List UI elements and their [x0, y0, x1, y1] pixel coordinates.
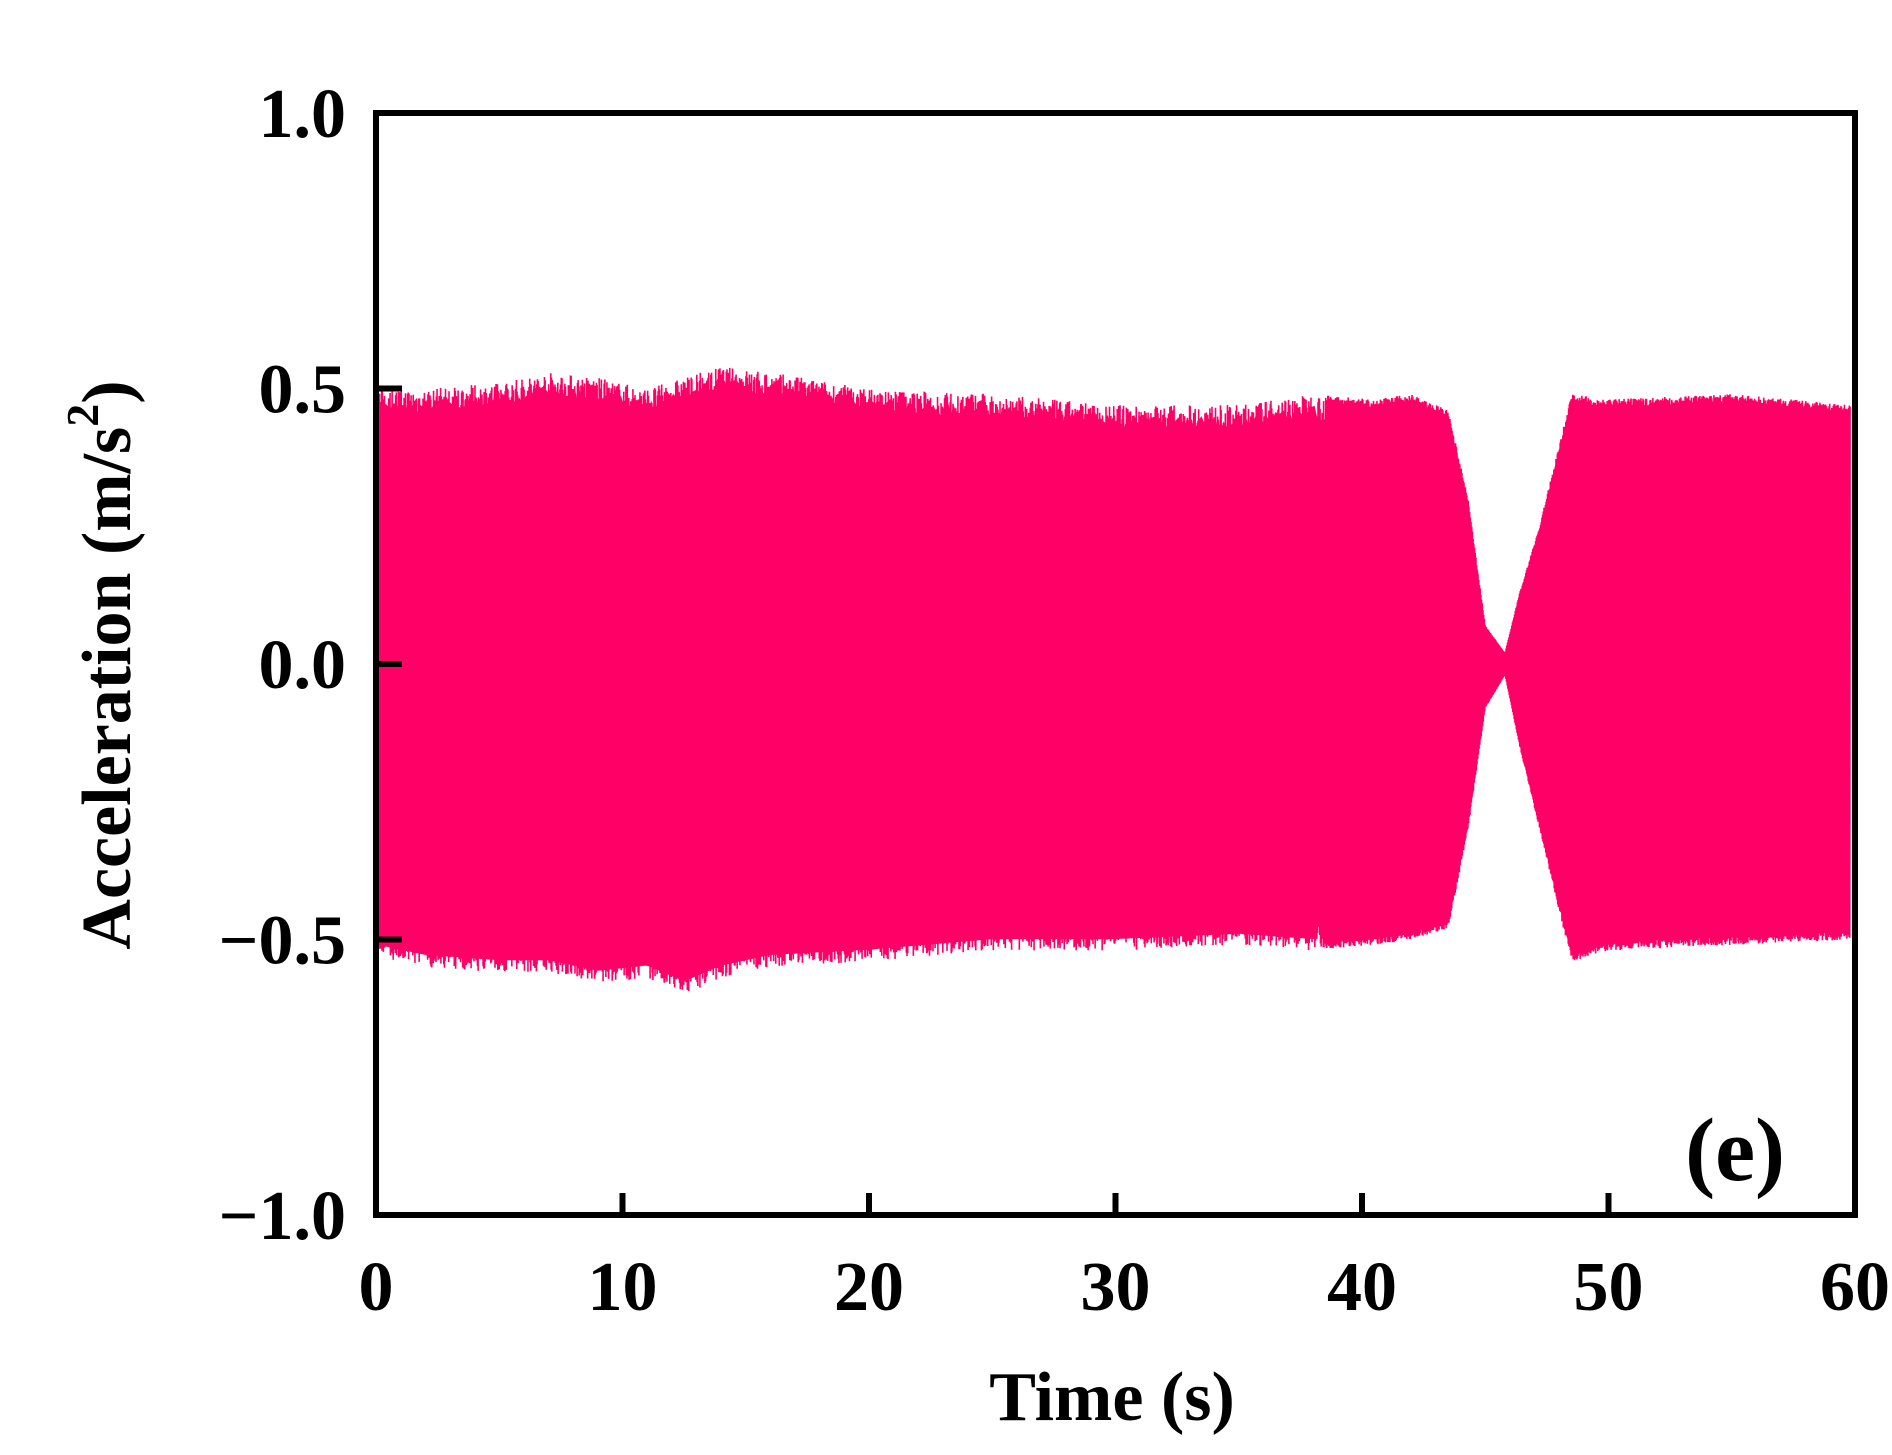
x-tick-label: 30	[1081, 1249, 1151, 1326]
x-tick-label: 40	[1327, 1249, 1397, 1326]
signal-beat-packet	[1551, 399, 1592, 956]
y-tick-label: 0.5	[259, 352, 347, 429]
y-axis-ticks	[376, 110, 402, 1218]
signal-beat-packet	[1480, 590, 1500, 742]
x-tick-label: 50	[1574, 1249, 1644, 1326]
y-axis-title-close: )	[69, 380, 146, 403]
signal-beat-packet	[1509, 489, 1550, 866]
x-tick-label: 20	[834, 1249, 904, 1326]
x-axis-tick-labels: 0 10 20 30 40 50 60	[359, 1249, 1891, 1326]
x-axis-title: Time (s)	[989, 1359, 1235, 1436]
signal-beat-packet	[1347, 402, 1370, 942]
signal-beat-packet	[1445, 414, 1473, 924]
y-axis-title: Acceleration (m/s2)	[57, 380, 146, 949]
signal-envelope-fill	[376, 379, 1318, 981]
x-tick-label: 10	[588, 1249, 658, 1326]
plot-area	[376, 367, 1851, 992]
panel-label: (e)	[1685, 1101, 1785, 1200]
acceleration-signal	[376, 367, 1851, 992]
x-axis-ticks	[373, 1193, 1858, 1215]
signal-beat-packet	[1374, 403, 1387, 940]
signal-beat-packet	[1428, 407, 1439, 929]
y-axis-tick-labels: 1.0 0.5 0.0 −0.5 −1.0	[219, 76, 346, 1255]
y-tick-label: 0.0	[259, 627, 347, 704]
signal-beat-packet	[1411, 399, 1422, 934]
y-tick-label: 1.0	[259, 76, 347, 153]
signal-beat-packet	[1598, 403, 1611, 948]
y-tick-label: −1.0	[219, 1178, 346, 1255]
y-tick-label: −0.5	[219, 903, 346, 980]
x-tick-label: 0	[359, 1249, 394, 1326]
y-axis-title-superscript: 2	[57, 404, 108, 427]
x-tick-label: 60	[1820, 1249, 1890, 1326]
svg-text:Acceleration (m/s2): Acceleration (m/s2)	[57, 380, 146, 949]
signal-beat-packet	[1394, 400, 1404, 937]
y-axis-title-main: Acceleration (m/s	[69, 427, 146, 950]
